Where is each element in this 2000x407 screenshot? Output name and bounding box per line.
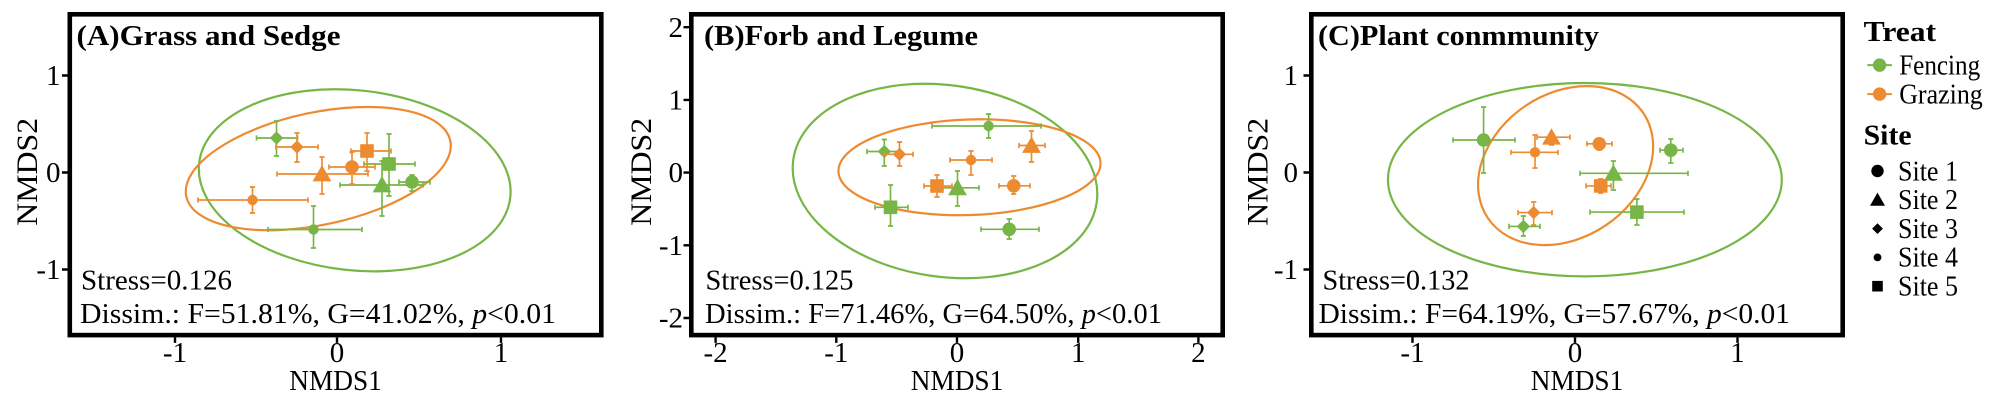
svg-text:Dissim.: F=64.19%, G=57.67%, p: Dissim.: F=64.19%, G=57.67%, p<0.01 (1319, 299, 1791, 330)
svg-text:NMDS2: NMDS2 (12, 118, 44, 226)
svg-text:1: 1 (494, 337, 509, 369)
svg-text:-1: -1 (1274, 254, 1298, 286)
svg-text:-2: -2 (659, 303, 683, 335)
svg-text:Site 4: Site 4 (1898, 243, 1958, 274)
svg-text:Dissim.: F=51.81%, G=41.02%, p: Dissim.: F=51.81%, G=41.02%, p<0.01 (80, 299, 556, 330)
svg-text:0: 0 (1568, 337, 1583, 369)
svg-text:NMDS1: NMDS1 (289, 366, 382, 397)
svg-text:Treat: Treat (1864, 17, 1937, 48)
svg-text:(A)Grass and Sedge: (A)Grass and Sedge (77, 21, 341, 52)
svg-text:1: 1 (669, 85, 684, 117)
svg-text:Grazing: Grazing (1899, 79, 1983, 110)
svg-text:-1: -1 (36, 254, 60, 286)
svg-text:Site 2: Site 2 (1898, 185, 1958, 216)
svg-text:1: 1 (1730, 337, 1745, 369)
svg-text:(C)Plant conmmunity: (C)Plant conmmunity (1318, 21, 1599, 52)
svg-text:0: 0 (46, 157, 61, 189)
svg-text:NMDS1: NMDS1 (911, 366, 1004, 397)
svg-text:2: 2 (669, 12, 684, 44)
svg-text:Site 5: Site 5 (1898, 272, 1958, 303)
svg-text:Stress=0.132: Stress=0.132 (1323, 266, 1470, 297)
svg-text:Site 1: Site 1 (1898, 156, 1958, 187)
svg-text:Stress=0.126: Stress=0.126 (81, 266, 232, 297)
svg-text:0: 0 (950, 337, 965, 369)
svg-text:0: 0 (330, 337, 345, 369)
svg-text:NMDS2: NMDS2 (626, 118, 658, 226)
svg-text:Site 3: Site 3 (1898, 214, 1958, 245)
svg-text:Dissim.: F=71.46%, G=64.50%, p: Dissim.: F=71.46%, G=64.50%, p<0.01 (705, 299, 1162, 330)
svg-text:1: 1 (1071, 337, 1086, 369)
svg-text:0: 0 (1284, 157, 1299, 189)
svg-text:Stress=0.125: Stress=0.125 (706, 266, 854, 297)
svg-text:2: 2 (1191, 337, 1206, 369)
svg-text:1: 1 (46, 60, 61, 92)
svg-text:NMDS1: NMDS1 (1531, 366, 1624, 397)
svg-text:NMDS2: NMDS2 (1243, 118, 1275, 226)
svg-text:Fencing: Fencing (1899, 50, 1980, 81)
svg-text:0: 0 (669, 157, 684, 189)
svg-text:-1: -1 (659, 230, 683, 262)
svg-text:Site: Site (1864, 121, 1912, 152)
svg-text:1: 1 (1284, 60, 1299, 92)
svg-text:(B)Forb and Legume: (B)Forb and Legume (704, 21, 978, 52)
